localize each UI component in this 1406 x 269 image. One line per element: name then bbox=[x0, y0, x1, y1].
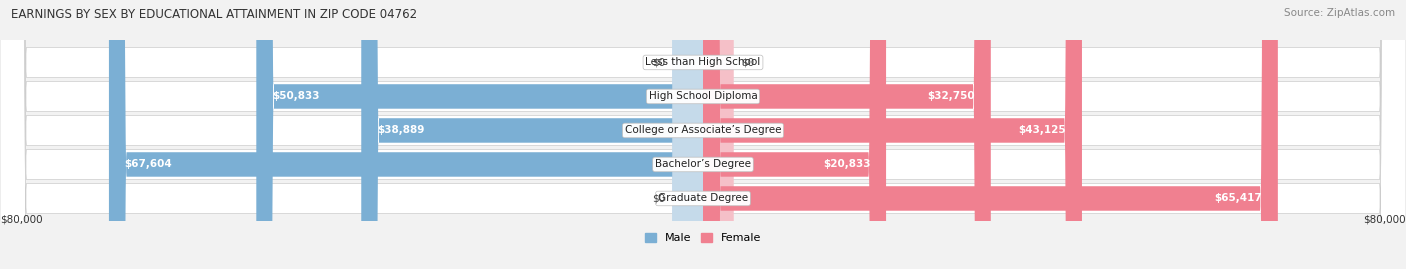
Text: $20,833: $20,833 bbox=[823, 160, 870, 169]
Text: Source: ZipAtlas.com: Source: ZipAtlas.com bbox=[1284, 8, 1395, 18]
Text: Bachelor’s Degree: Bachelor’s Degree bbox=[655, 160, 751, 169]
FancyBboxPatch shape bbox=[703, 0, 886, 269]
FancyBboxPatch shape bbox=[672, 0, 703, 269]
Text: EARNINGS BY SEX BY EDUCATIONAL ATTAINMENT IN ZIP CODE 04762: EARNINGS BY SEX BY EDUCATIONAL ATTAINMEN… bbox=[11, 8, 418, 21]
Text: Less than High School: Less than High School bbox=[645, 58, 761, 68]
Text: $43,125: $43,125 bbox=[1018, 125, 1066, 136]
FancyBboxPatch shape bbox=[361, 0, 703, 269]
FancyBboxPatch shape bbox=[703, 0, 1083, 269]
Text: Graduate Degree: Graduate Degree bbox=[658, 193, 748, 203]
Text: High School Diploma: High School Diploma bbox=[648, 91, 758, 101]
FancyBboxPatch shape bbox=[672, 0, 703, 269]
Text: $0: $0 bbox=[652, 193, 665, 203]
FancyBboxPatch shape bbox=[108, 0, 703, 269]
Text: $50,833: $50,833 bbox=[273, 91, 319, 101]
FancyBboxPatch shape bbox=[703, 0, 734, 269]
FancyBboxPatch shape bbox=[256, 0, 703, 269]
Text: $67,604: $67,604 bbox=[125, 160, 173, 169]
FancyBboxPatch shape bbox=[703, 0, 991, 269]
Legend: Male, Female: Male, Female bbox=[641, 228, 765, 247]
Text: $0: $0 bbox=[652, 58, 665, 68]
FancyBboxPatch shape bbox=[703, 0, 1278, 269]
Text: $38,889: $38,889 bbox=[377, 125, 425, 136]
Text: $80,000: $80,000 bbox=[1364, 215, 1406, 225]
Text: $0: $0 bbox=[741, 58, 754, 68]
Text: $80,000: $80,000 bbox=[0, 215, 42, 225]
Text: $32,750: $32,750 bbox=[928, 91, 974, 101]
Text: $65,417: $65,417 bbox=[1215, 193, 1263, 203]
Text: College or Associate’s Degree: College or Associate’s Degree bbox=[624, 125, 782, 136]
